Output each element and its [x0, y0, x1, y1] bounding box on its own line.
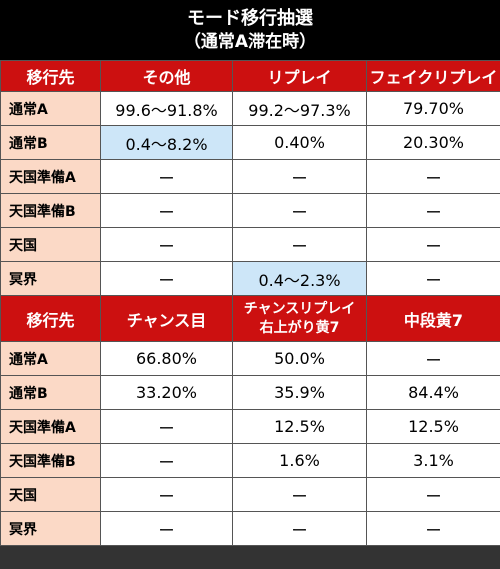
- table-cell: ー: [232, 227, 367, 262]
- header-row-2: 移行先 チャンス目 チャンスリプレイ 右上がり黄7 中段黄7: [0, 295, 500, 342]
- table-cell: 12.5%: [366, 409, 500, 444]
- table-cell: ー: [366, 341, 500, 376]
- table-row: 冥界 ー ー ー: [0, 511, 500, 546]
- title-box: モード移行抽選 （通常A滞在時）: [0, 0, 500, 60]
- table-cell: ー: [100, 159, 233, 194]
- table-row: 天国準備A ー 12.5% 12.5%: [0, 409, 500, 444]
- row-label: 天国: [0, 477, 101, 512]
- row-label: 天国準備A: [0, 409, 101, 444]
- table-cell: 1.6%: [232, 443, 367, 478]
- table-cell: 84.4%: [366, 375, 500, 410]
- row-label: 通常A: [0, 341, 101, 376]
- table-row: 冥界 ー 0.4〜2.3% ー: [0, 261, 500, 296]
- table-cell: 3.1%: [366, 443, 500, 478]
- row-label: 冥界: [0, 261, 101, 296]
- table-row: 通常B 0.4〜8.2% 0.40% 20.30%: [0, 125, 500, 160]
- row-label: 天国: [0, 227, 101, 262]
- table-cell: ー: [232, 193, 367, 228]
- table-row: 通常B 33.20% 35.9% 84.4%: [0, 375, 500, 410]
- table-cell: 35.9%: [232, 375, 367, 410]
- table-cell: 20.30%: [366, 125, 500, 160]
- row-label: 通常B: [0, 125, 101, 160]
- table-cell: 79.70%: [366, 91, 500, 126]
- header-chance-replay-line2: 右上がり黄7: [259, 319, 340, 336]
- table-cell: ー: [232, 477, 367, 512]
- header-fake-replay: フェイクリプレイ: [366, 60, 500, 92]
- row-label: 通常B: [0, 375, 101, 410]
- table-cell: 66.80%: [100, 341, 233, 376]
- header-replay: リプレイ: [232, 60, 367, 92]
- table-cell: ー: [100, 477, 233, 512]
- table-cell: ー: [100, 227, 233, 262]
- header-destination: 移行先: [0, 295, 101, 342]
- table-cell: ー: [366, 159, 500, 194]
- table-cell-highlighted: 0.4〜2.3%: [232, 261, 367, 296]
- table-cell: 50.0%: [232, 341, 367, 376]
- table-title: モード移行抽選: [187, 8, 313, 29]
- header-row-1: 移行先 その他 リプレイ フェイクリプレイ: [0, 60, 500, 92]
- table-row: 天国準備B ー 1.6% 3.1%: [0, 443, 500, 478]
- header-chance-replay-line1: チャンスリプレイ: [243, 300, 356, 317]
- header-destination: 移行先: [0, 60, 101, 92]
- table-cell: ー: [100, 409, 233, 444]
- table-cell: ー: [366, 193, 500, 228]
- row-label: 冥界: [0, 511, 101, 546]
- table-cell: ー: [366, 477, 500, 512]
- table-cell: 12.5%: [232, 409, 367, 444]
- table-cell: ー: [366, 511, 500, 546]
- row-label: 天国準備A: [0, 159, 101, 194]
- table-row: 通常A 99.6〜91.8% 99.2〜97.3% 79.70%: [0, 91, 500, 126]
- header-chance-replay: チャンスリプレイ 右上がり黄7: [232, 295, 367, 342]
- table-cell: ー: [100, 193, 233, 228]
- table-cell: ー: [100, 443, 233, 478]
- table-cell: 33.20%: [100, 375, 233, 410]
- row-label: 天国準備B: [0, 193, 101, 228]
- table-cell: ー: [100, 511, 233, 546]
- row-label: 通常A: [0, 91, 101, 126]
- header-other: その他: [100, 60, 233, 92]
- table-row: 天国準備A ー ー ー: [0, 159, 500, 194]
- table-row: 天国 ー ー ー: [0, 477, 500, 512]
- table-cell: 99.2〜97.3%: [232, 91, 367, 126]
- table-cell-highlighted: 0.4〜8.2%: [100, 125, 233, 160]
- table-cell: ー: [232, 511, 367, 546]
- table-row: 天国準備B ー ー ー: [0, 193, 500, 228]
- transition-table: 移行先 その他 リプレイ フェイクリプレイ 通常A 99.6〜91.8% 99.…: [0, 60, 500, 546]
- table-row: 天国 ー ー ー: [0, 227, 500, 262]
- table-cell: 99.6〜91.8%: [100, 91, 233, 126]
- table-cell: ー: [366, 261, 500, 296]
- table-subtitle: （通常A滞在時）: [183, 32, 317, 52]
- row-label: 天国準備B: [0, 443, 101, 478]
- header-middle-yellow7: 中段黄7: [366, 295, 500, 342]
- table-row: 通常A 66.80% 50.0% ー: [0, 341, 500, 376]
- table-cell: ー: [100, 261, 233, 296]
- header-chance-symbol: チャンス目: [100, 295, 233, 342]
- table-cell: 0.40%: [232, 125, 367, 160]
- table-cell: ー: [232, 159, 367, 194]
- table-cell: ー: [366, 227, 500, 262]
